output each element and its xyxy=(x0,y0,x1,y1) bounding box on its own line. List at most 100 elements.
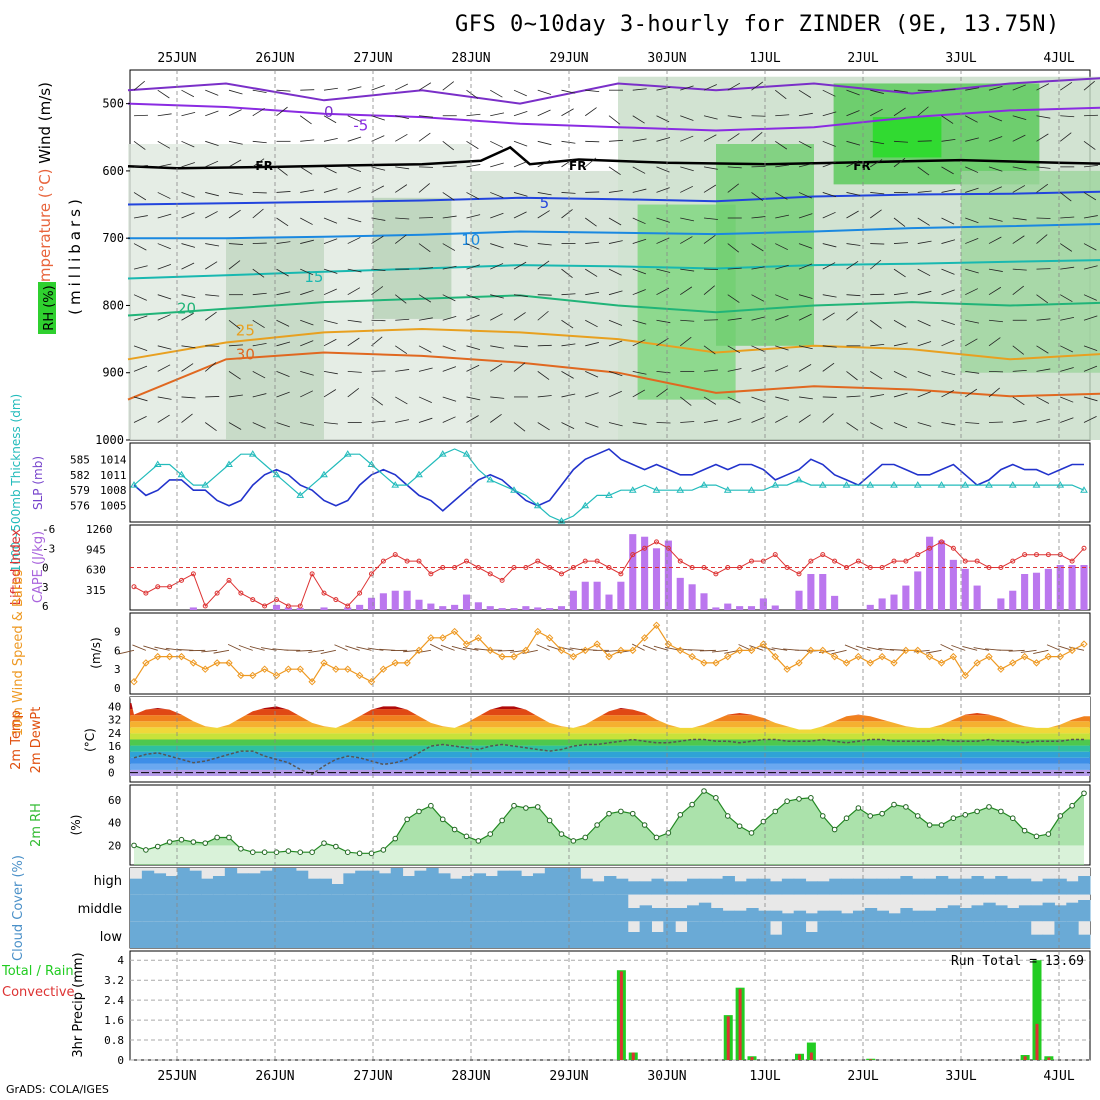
wind-barb xyxy=(988,268,1003,272)
wind-barb xyxy=(917,190,932,193)
cloud-cell-middle xyxy=(1078,900,1091,922)
side-label-ua: Temperature (°C) Wind (m/s) xyxy=(36,82,54,299)
cloud-cell-high xyxy=(746,878,759,895)
cloud-cell-low xyxy=(746,921,759,948)
wind-barb xyxy=(490,89,503,98)
wind-speed-point xyxy=(842,659,851,667)
wind-barb xyxy=(727,133,740,142)
rh2m-point xyxy=(938,822,945,828)
cloud-cell-low xyxy=(1066,921,1079,948)
cloud-cell-low xyxy=(793,921,807,948)
ytick-slp: 1014 xyxy=(100,453,127,466)
cloud-cell-high xyxy=(876,878,890,895)
cloud-cell-high xyxy=(1066,881,1079,895)
ylabel-wind: (m/s) xyxy=(89,637,103,668)
wind-barb xyxy=(988,387,1000,398)
ytick-slp: 1008 xyxy=(100,484,127,497)
rh2m-point xyxy=(534,804,541,810)
wind-barb xyxy=(561,319,574,329)
wind-barb xyxy=(965,115,978,123)
isotherm-label-20: 20 xyxy=(177,300,196,318)
precip-conv-bar xyxy=(1047,1057,1051,1060)
wind-barb xyxy=(703,419,718,423)
cloud-cell-low xyxy=(130,921,143,948)
rh2m-point xyxy=(285,848,292,854)
wind-speed-point xyxy=(522,646,530,655)
thickness-point xyxy=(866,481,875,488)
wind-barb xyxy=(703,345,716,355)
wind-barb xyxy=(751,294,765,302)
date-label-top: 3JUL xyxy=(945,51,976,66)
run-total-annotation: Run Total = 13.69 xyxy=(951,954,1084,969)
ytick-slp: 1005 xyxy=(100,500,127,513)
cloud-cell-middle xyxy=(532,894,546,922)
wind-barb xyxy=(585,241,600,244)
wind-barb xyxy=(157,213,172,219)
wind-barb xyxy=(585,342,599,347)
cloud-cell-high xyxy=(924,878,937,895)
ytick-precip: 0.8 xyxy=(104,1034,124,1047)
rh2m-point xyxy=(143,847,149,853)
wind-barb xyxy=(513,161,528,168)
lifted-index-point xyxy=(689,565,695,570)
cloud-cell-high xyxy=(781,878,795,895)
lifted-index-point xyxy=(345,603,351,609)
surface-wind-barb xyxy=(367,647,384,651)
rh2m-point xyxy=(190,839,197,845)
wind-barb xyxy=(798,313,812,321)
temp-color-band xyxy=(130,763,1090,770)
cloud-cell-low xyxy=(224,921,238,948)
lifted-index-point xyxy=(844,565,849,570)
wind-barb xyxy=(775,365,789,372)
wind-barb xyxy=(252,158,265,168)
wind-barb xyxy=(988,136,1003,142)
wind-speed-point xyxy=(165,652,174,661)
cloud-cell-middle xyxy=(165,894,178,922)
wind-barb xyxy=(561,371,574,379)
lifted-index-point xyxy=(535,558,541,564)
cloud-cell-middle xyxy=(260,894,273,922)
rh2m-point xyxy=(796,796,802,802)
wind-speed-point xyxy=(937,659,946,667)
surface-wind-barb xyxy=(308,649,325,653)
cloud-cell-high xyxy=(438,873,451,895)
ytick-li: 0 xyxy=(42,562,49,575)
cloud-cell-high xyxy=(829,878,842,895)
cape-bar xyxy=(546,608,554,610)
thickness-point xyxy=(913,481,922,488)
cloud-cell-middle xyxy=(841,913,854,922)
rh2m-point xyxy=(736,823,743,829)
surface-wind-barb xyxy=(429,643,443,651)
cloud-cell-low xyxy=(402,921,415,948)
wind-barb xyxy=(371,85,385,91)
rh2m-point xyxy=(523,805,529,811)
wind-barb xyxy=(680,166,694,172)
wind-barb xyxy=(585,392,599,398)
ytick-thickness: 585 xyxy=(70,453,90,466)
wind-barb xyxy=(561,293,576,296)
cloud-cell-high xyxy=(130,878,143,895)
wind-barb xyxy=(513,294,528,298)
dewpoint-line xyxy=(133,738,1084,776)
wind-speed-point xyxy=(534,627,542,636)
cloud-cell-middle xyxy=(1054,905,1067,922)
rh2m-point xyxy=(392,835,399,842)
cloud-cell-middle xyxy=(212,894,226,922)
lifted-index-point xyxy=(380,558,386,564)
wind-barb xyxy=(917,391,931,398)
wind-barb xyxy=(798,213,813,219)
wind-barb xyxy=(941,268,955,275)
wind-speed-point xyxy=(1068,646,1076,655)
wind-speed-point xyxy=(272,671,281,680)
rh2m-point xyxy=(439,816,446,823)
wind-barb xyxy=(347,136,362,142)
rh2m-point xyxy=(1021,827,1028,834)
lifted-index-point xyxy=(784,565,790,570)
series-label-li: Lifted Index xyxy=(9,528,24,605)
wind-barb xyxy=(822,161,837,168)
wind-barb xyxy=(680,135,694,142)
wind-barb xyxy=(561,158,574,168)
date-label-top: 4JUL xyxy=(1043,51,1074,66)
cloud-cell-high xyxy=(900,876,913,895)
wind-barb xyxy=(323,87,338,91)
